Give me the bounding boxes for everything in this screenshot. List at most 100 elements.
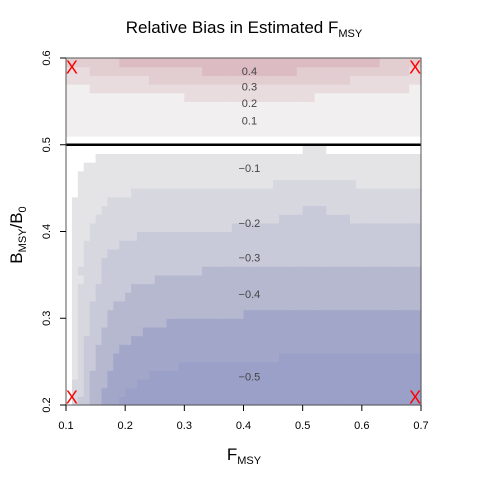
heatmap-cell [125, 292, 132, 302]
heatmap-cell [290, 144, 298, 155]
heatmap-cell [208, 188, 215, 198]
heatmap-cell [249, 248, 256, 259]
heatmap-cell [83, 240, 91, 250]
heatmap-cell [142, 118, 150, 128]
heatmap-cell [385, 170, 393, 181]
heatmap-cell [415, 292, 422, 302]
heatmap-cell [113, 118, 120, 128]
heatmap-cell [219, 92, 227, 102]
heatmap-cell [154, 162, 162, 172]
heatmap-cell [279, 274, 286, 285]
heatmap-cell [279, 378, 286, 389]
heatmap-cell [314, 58, 322, 68]
heatmap-cell [202, 344, 209, 354]
heatmap-cell [338, 127, 345, 137]
heatmap-cell [385, 58, 393, 68]
heatmap-cell [379, 257, 387, 267]
heatmap-cell [95, 396, 103, 406]
heatmap-cell [332, 370, 339, 380]
heatmap-cell [113, 335, 120, 345]
heatmap-cell [166, 170, 174, 181]
heatmap-cell [160, 170, 168, 181]
heatmap-cell [415, 196, 422, 207]
heatmap-cell [213, 162, 221, 172]
heatmap-cell [137, 361, 144, 371]
heatmap-cell [279, 136, 286, 146]
heatmap-cell [160, 283, 168, 293]
heatmap-cell [379, 101, 387, 111]
heatmap-cell [89, 370, 97, 380]
heatmap-cell [131, 283, 138, 293]
heatmap-cell [166, 387, 174, 397]
heatmap-cell [125, 58, 132, 68]
heatmap-cell [83, 222, 91, 233]
heatmap-cell [196, 66, 203, 76]
heatmap-cell [154, 92, 162, 102]
heatmap-cell [148, 101, 156, 111]
heatmap-cell [208, 127, 215, 137]
heatmap-cell [184, 370, 191, 380]
heatmap-cell [71, 309, 79, 319]
heatmap-cell [154, 153, 162, 163]
heatmap-cell [184, 144, 191, 155]
heatmap-cell [302, 118, 310, 128]
heatmap-cell [83, 75, 91, 85]
heatmap-cell [166, 257, 174, 267]
heatmap-cell [107, 231, 114, 241]
heatmap-cell [160, 118, 168, 128]
heatmap-cell [344, 144, 351, 155]
heatmap-cell [95, 283, 103, 293]
heatmap-cell [66, 170, 73, 181]
heatmap-cell [355, 378, 363, 389]
heatmap-cell [178, 75, 185, 85]
heatmap-cell [255, 361, 262, 371]
heatmap-cell [279, 127, 286, 137]
heatmap-cell [77, 92, 85, 102]
heatmap-cell [379, 248, 387, 259]
heatmap-cell [178, 231, 185, 241]
heatmap-cell [249, 274, 256, 285]
heatmap-cell [403, 318, 410, 328]
heatmap-cell [397, 136, 404, 146]
heatmap-cell [172, 110, 180, 120]
heatmap-cell [326, 326, 333, 337]
heatmap-cell [95, 378, 103, 389]
heatmap-cell [279, 283, 286, 293]
heatmap-cell [350, 396, 357, 406]
heatmap-cell [379, 326, 387, 337]
heatmap-cell [148, 110, 156, 120]
heatmap-cell [391, 370, 398, 380]
heatmap-cell [350, 378, 357, 389]
heatmap-cell [225, 283, 233, 293]
heatmap-cell [213, 361, 221, 371]
heatmap-cell [284, 257, 292, 267]
heatmap-cell [225, 153, 233, 163]
heatmap-cell [113, 196, 120, 207]
heatmap-cell [279, 352, 286, 363]
heatmap-cell [148, 318, 156, 328]
heatmap-cell [95, 144, 103, 155]
heatmap-cell [290, 92, 298, 102]
heatmap-cell [131, 231, 138, 241]
heatmap-cell [385, 136, 393, 146]
heatmap-cell [66, 274, 73, 285]
heatmap-cell [344, 292, 351, 302]
heatmap-cell [243, 179, 251, 189]
heatmap-cell [142, 292, 150, 302]
heatmap-cell [373, 370, 381, 380]
heatmap-cell [415, 118, 422, 128]
heatmap-cell [409, 370, 416, 380]
heatmap-cell [296, 309, 304, 319]
heatmap-cell [196, 101, 203, 111]
heatmap-cell [196, 292, 203, 302]
heatmap-cell [379, 136, 387, 146]
heatmap-cell [142, 75, 150, 85]
heatmap-cell [137, 257, 144, 267]
heatmap-cell [83, 92, 91, 102]
heatmap-cell [196, 196, 203, 207]
heatmap-cell [338, 231, 345, 241]
heatmap-cell [355, 196, 363, 207]
heatmap-cell [184, 292, 191, 302]
heatmap-cell [338, 84, 345, 94]
heatmap-cell [273, 222, 280, 233]
